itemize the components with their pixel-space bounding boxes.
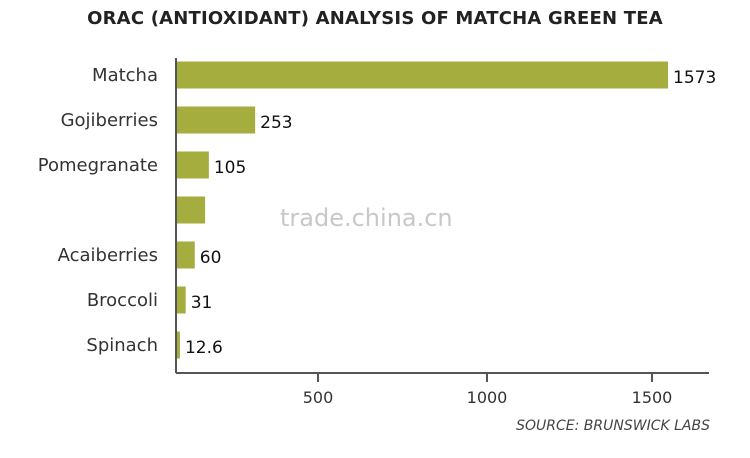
source-note: SOURCE: BRUNSWICK LABS (516, 418, 710, 434)
data-label: 12.6 (185, 338, 223, 358)
x-tick-label: 1000 (467, 388, 508, 407)
x-tick-label: 1500 (632, 388, 673, 407)
data-label: 253 (260, 113, 292, 133)
category-label: Matcha (92, 65, 158, 86)
bar-pomegranate (176, 151, 209, 179)
category-label: Spinach (86, 335, 158, 356)
chart-title: ORAC (ANTIOXIDANT) ANALYSIS OF MATCHA GR… (87, 8, 663, 29)
data-label: 60 (200, 248, 222, 268)
bar-gojiberries (176, 106, 256, 134)
data-label: 105 (214, 158, 246, 178)
bar-matcha (176, 61, 668, 89)
bar-acaiberries (176, 241, 195, 269)
data-label: 31 (191, 293, 213, 313)
bar-hidden (176, 196, 206, 224)
category-label: Acaiberries (58, 245, 158, 266)
watermark: trade.china.cn (280, 204, 453, 232)
category-label: Broccoli (87, 290, 158, 311)
category-label: Gojiberries (61, 110, 158, 131)
x-tick-label: 500 (303, 388, 334, 407)
data-label: 1573 (673, 68, 716, 88)
bar-spinach (176, 331, 180, 359)
category-label: Pomegranate (38, 155, 158, 176)
bar-broccoli (176, 286, 186, 314)
